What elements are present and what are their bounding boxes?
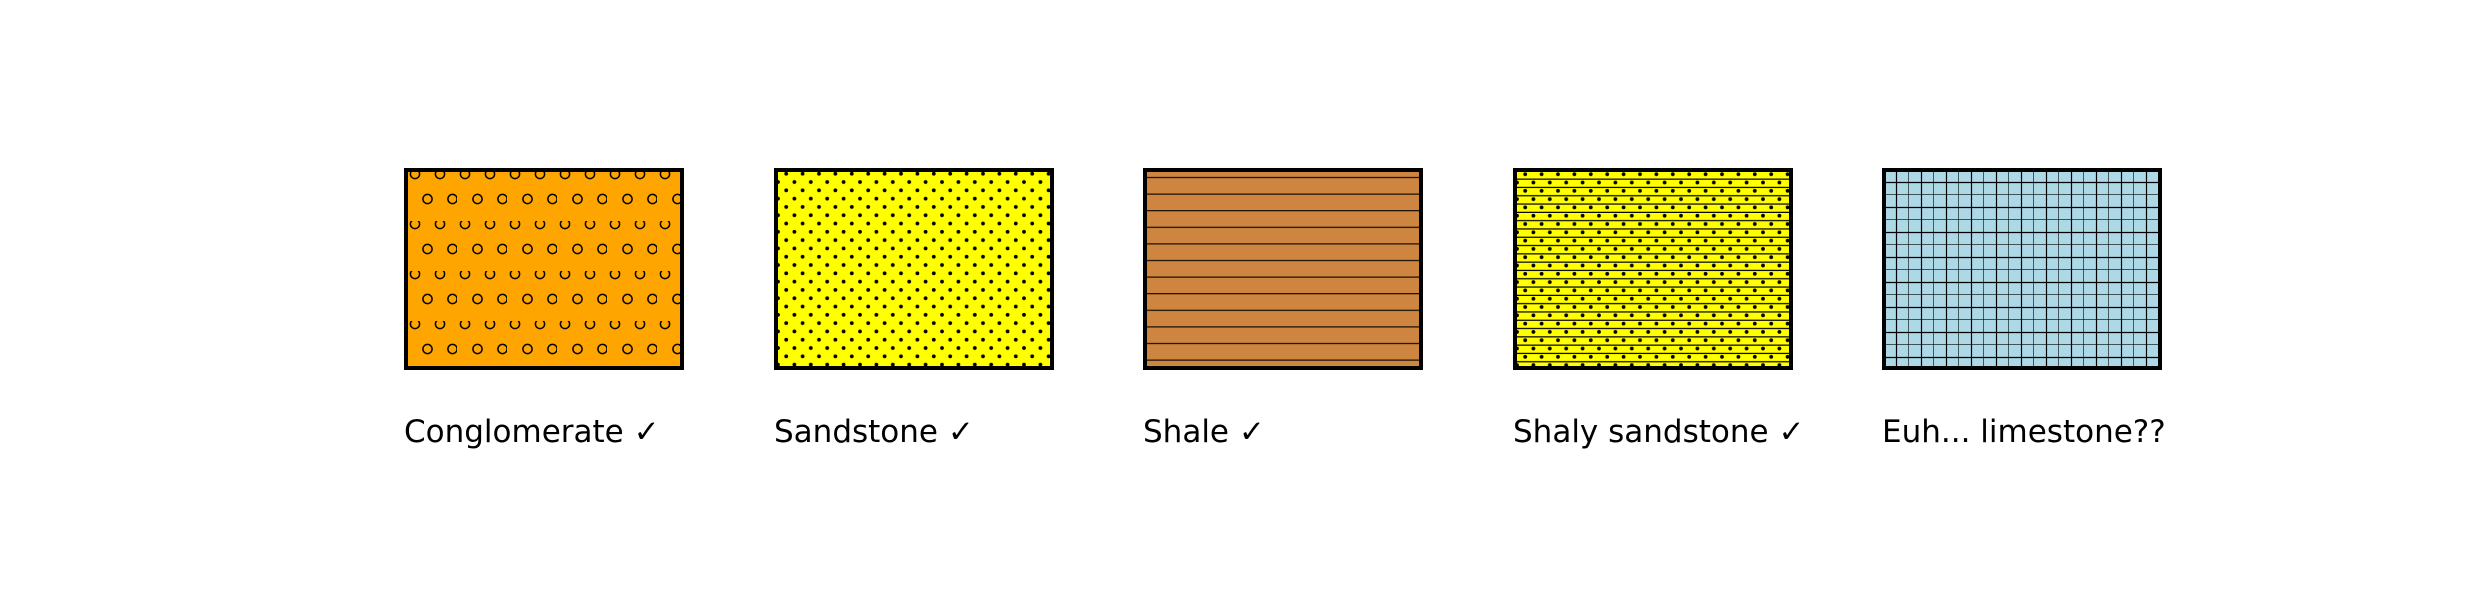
shaly-sandstone-pattern	[1515, 170, 1791, 368]
swatch-shaly-sandstone: Shaly sandstone ✓	[1513, 168, 1813, 468]
sandstone-pattern	[776, 170, 1052, 368]
swatch-limestone: Euh... limestone??	[1882, 168, 2182, 468]
shaly-sandstone-label: Shaly sandstone ✓	[1513, 414, 1805, 450]
swatch-shale: Shale ✓	[1143, 168, 1443, 468]
shaly-sandstone-swatch	[1513, 168, 1793, 370]
limestone-pattern	[1884, 170, 2160, 368]
swatch-conglomerate: Conglomerate ✓	[404, 168, 704, 468]
sandstone-label: Sandstone ✓	[774, 414, 974, 450]
shale-swatch	[1143, 168, 1423, 370]
shale-border	[1143, 168, 1423, 370]
sandstone-border	[774, 168, 1054, 370]
shale-label: Shale ✓	[1143, 414, 1265, 450]
limestone-label: Euh... limestone??	[1882, 414, 2166, 450]
shale-pattern	[1145, 170, 1421, 368]
conglomerate-label: Conglomerate ✓	[404, 414, 660, 450]
conglomerate-pattern	[406, 170, 682, 368]
sandstone-swatch	[774, 168, 1054, 370]
limestone-border	[1882, 168, 2162, 370]
swatch-sandstone: Sandstone ✓	[774, 168, 1074, 468]
conglomerate-swatch	[404, 168, 684, 370]
shaly-sandstone-border	[1513, 168, 1793, 370]
conglomerate-border	[404, 168, 684, 370]
limestone-swatch	[1882, 168, 2162, 370]
